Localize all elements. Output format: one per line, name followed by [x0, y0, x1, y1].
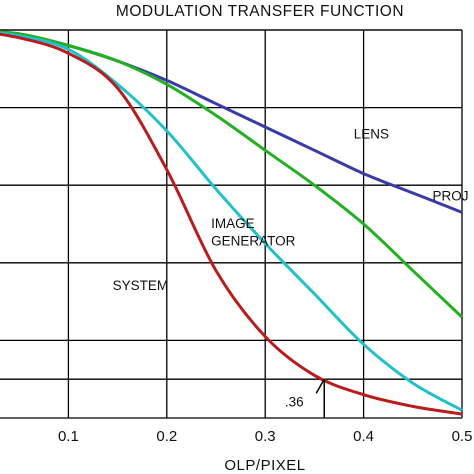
annotation-label: GENERATOR	[211, 233, 296, 248]
annotation-label: IMAGE	[211, 216, 255, 231]
x-tick-label: 0.4	[353, 428, 374, 445]
chart-title: MODULATION TRANSFER FUNCTION	[116, 3, 404, 20]
annotation-label: SYSTEM	[113, 278, 169, 293]
x-tick-label: 0.1	[58, 428, 79, 445]
annotation-label: PROJ	[432, 189, 468, 204]
x-tick-label: 0.3	[255, 428, 276, 445]
annotation-label: .36	[285, 394, 304, 409]
x-tick-label: 0.5	[452, 428, 473, 445]
x-tick-label: 0.2	[156, 428, 177, 445]
annotation-label: LENS	[354, 127, 389, 142]
x-axis-label: OLP/PIXEL	[224, 457, 305, 474]
